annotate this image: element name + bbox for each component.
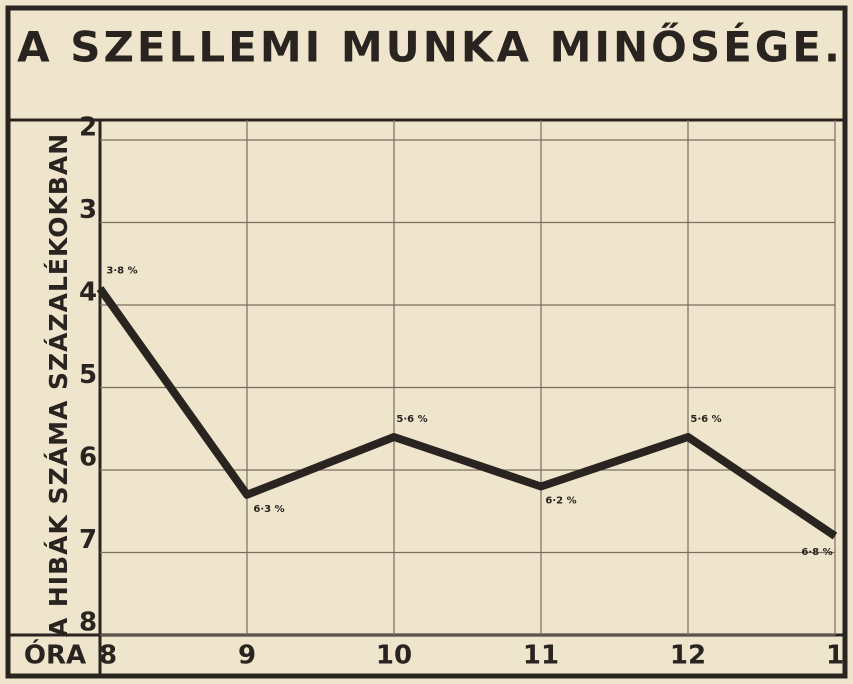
x-tick-label: 1 — [826, 641, 844, 671]
y-tick-label: 4 — [79, 278, 97, 308]
x-tick-label: 8 — [99, 641, 117, 671]
x-tick-label: 10 — [376, 641, 412, 671]
data-label: 3·8 % — [106, 266, 137, 277]
x-tick-label: 11 — [523, 641, 559, 671]
data-label: 6·8 % — [801, 547, 832, 558]
frame — [5, 5, 848, 679]
data-label: 6·3 % — [253, 504, 284, 515]
data-label: 5·6 % — [690, 414, 721, 425]
x-tick-label: 9 — [238, 641, 256, 671]
y-tick-label: 7 — [79, 525, 97, 555]
y-axis-title: A HIBÁK SZÁMA SZÁZALÉKOKBAN — [44, 133, 73, 637]
y-tick-label: 2 — [79, 113, 97, 143]
x-axis-title: ÓRA — [24, 639, 86, 671]
y-tick-label: 3 — [79, 195, 97, 225]
chart-title: A SZELLEMI MUNKA MINŐSÉGE. — [17, 22, 843, 72]
data-line — [96, 286, 838, 540]
data-label: 5·6 % — [396, 414, 427, 425]
y-tick-label: 5 — [79, 360, 97, 390]
x-tick-label: 12 — [670, 641, 706, 671]
y-tick-label: 8 — [79, 608, 97, 638]
data-label: 6·2 % — [545, 496, 576, 507]
y-tick-label: 6 — [79, 443, 97, 473]
